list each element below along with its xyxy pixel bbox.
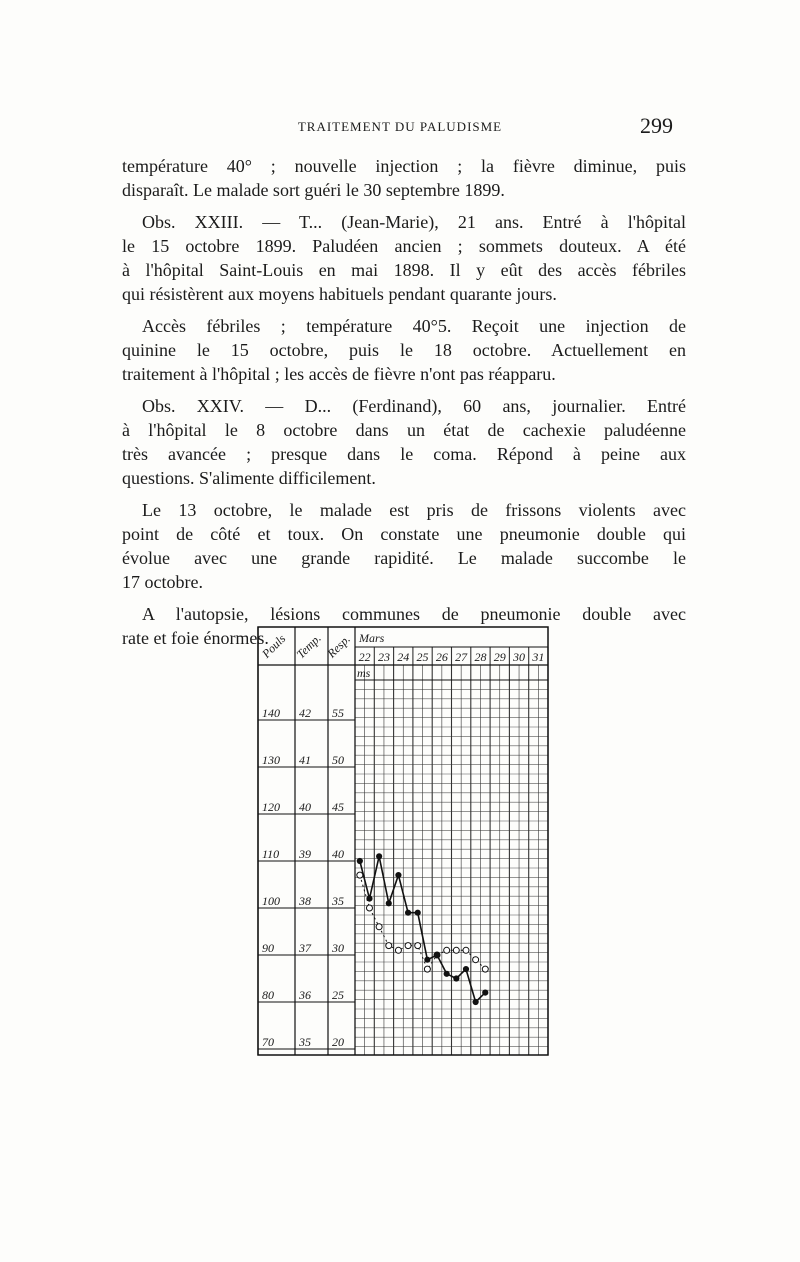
text-line: rate et foie énormes. (122, 628, 269, 648)
column-header: Temp. (294, 631, 324, 661)
data-point (481, 965, 489, 973)
row-label: 20 (332, 1035, 344, 1049)
row-label: 140 (262, 706, 280, 720)
data-point (414, 909, 421, 916)
row-label: 100 (262, 894, 280, 908)
text-line: questions. S'alimente difficilement. (122, 468, 376, 488)
column-header: Pouls (258, 631, 288, 661)
text-line: disparaît. Le malade sort guéri le 30 se… (122, 180, 505, 200)
data-point (433, 951, 441, 959)
text-line: point de côté et toux. On constate une p… (122, 524, 686, 544)
date-label: 23 (378, 650, 390, 664)
row-label: 90 (262, 941, 274, 955)
running-head: TRAITEMENT DU PALUDISME (297, 119, 503, 134)
page-number: 299 (640, 113, 673, 138)
data-point (404, 942, 412, 950)
text-line: le 15 octobre 1899. Paludéen ancien ; so… (122, 236, 686, 256)
data-point (452, 946, 460, 954)
text-line: Obs. XXIII. — T... (Jean-Marie), 21 ans.… (142, 212, 686, 232)
date-label: 27 (455, 650, 468, 664)
data-point (375, 923, 383, 931)
row-label: 39 (298, 847, 311, 861)
data-point (443, 970, 450, 977)
text-line: Obs. XXIV. — D... (Ferdinand), 60 ans, j… (142, 396, 686, 416)
date-label: 26 (436, 650, 448, 664)
data-point (385, 900, 392, 907)
paragraph: température 40° ; nouvelle injection ; l… (122, 154, 686, 202)
data-point (472, 998, 479, 1006)
data-point (462, 966, 470, 973)
row-label: 80 (262, 988, 274, 1002)
paragraph: Le 13 octobre, le malade est pris de fri… (122, 498, 686, 594)
halves-label: ms (357, 666, 371, 680)
date-label: 31 (531, 650, 544, 664)
text-line: température 40° ; nouvelle injection ; l… (122, 156, 686, 176)
paragraph: Obs. XXIV. — D... (Ferdinand), 60 ans, j… (122, 394, 686, 490)
row-label: 35 (331, 894, 344, 908)
row-label: 40 (299, 800, 311, 814)
data-point (482, 989, 489, 996)
paragraph: Obs. XXIII. — T... (Jean-Marie), 21 ans.… (122, 210, 686, 306)
date-label: 22 (359, 650, 371, 664)
paragraph: Accès fébriles ; température 40°5. Reçoi… (122, 314, 686, 386)
row-label: 38 (298, 894, 311, 908)
text-line: à l'hôpital Saint-Louis en mai 1898. Il … (122, 260, 686, 280)
row-label: 45 (332, 800, 344, 814)
row-label: 36 (298, 988, 311, 1002)
text-line: quinine le 15 octobre, puis le 18 octobr… (122, 340, 686, 360)
text-line: évolue avec une grande rapidité. Le mala… (122, 548, 686, 568)
row-label: 130 (262, 753, 280, 767)
data-point (423, 965, 431, 973)
data-point (414, 942, 422, 950)
text-line: Le 13 octobre, le malade est pris de fri… (142, 500, 686, 520)
data-point (394, 946, 402, 954)
pulse-values-line (359, 874, 486, 971)
row-label: 50 (332, 753, 344, 767)
date-label: 24 (397, 650, 409, 664)
text-line: Accès fébriles ; température 40°5. Reçoi… (142, 316, 686, 336)
month-label: Mars (358, 631, 385, 645)
date-label: 29 (494, 650, 506, 664)
data-point (404, 909, 412, 916)
paragraph: A l'autopsie, lésions communes de pneumo… (122, 602, 686, 650)
data-point (462, 946, 470, 954)
row-label: 35 (298, 1035, 311, 1049)
data-point (356, 857, 363, 865)
row-label: 40 (332, 847, 344, 861)
date-label: 28 (474, 650, 486, 664)
row-label: 30 (331, 941, 344, 955)
data-point (424, 956, 431, 963)
date-label: 25 (417, 650, 429, 664)
data-point (453, 975, 460, 982)
row-label: 25 (332, 988, 344, 1002)
row-label: 41 (299, 753, 311, 767)
text-line: à l'hôpital le 8 octobre dans un état de… (122, 420, 686, 440)
data-point (356, 871, 364, 879)
data-point (366, 895, 373, 902)
row-label: 37 (298, 941, 312, 955)
data-point (443, 946, 451, 954)
body-text: température 40° ; nouvelle injection ; l… (122, 154, 686, 658)
row-label: 70 (262, 1035, 274, 1049)
text-line: 17 octobre. (122, 572, 203, 592)
row-label: 42 (299, 706, 311, 720)
date-label: 30 (512, 650, 525, 664)
row-label: 55 (332, 706, 344, 720)
text-line: traitement à l'hôpital ; les accès de fi… (122, 364, 556, 384)
data-point (385, 942, 393, 950)
data-point (472, 956, 480, 964)
data-point (365, 904, 373, 912)
text-line: qui résistèrent aux moyens habituels pen… (122, 284, 557, 304)
row-label: 120 (262, 800, 280, 814)
text-line: A l'autopsie, lésions communes de pneumo… (142, 604, 686, 624)
data-point (395, 872, 402, 879)
text-line: très avancée ; presque dans le coma. Rép… (122, 444, 686, 464)
row-label: 110 (262, 847, 279, 861)
data-point (376, 853, 383, 860)
